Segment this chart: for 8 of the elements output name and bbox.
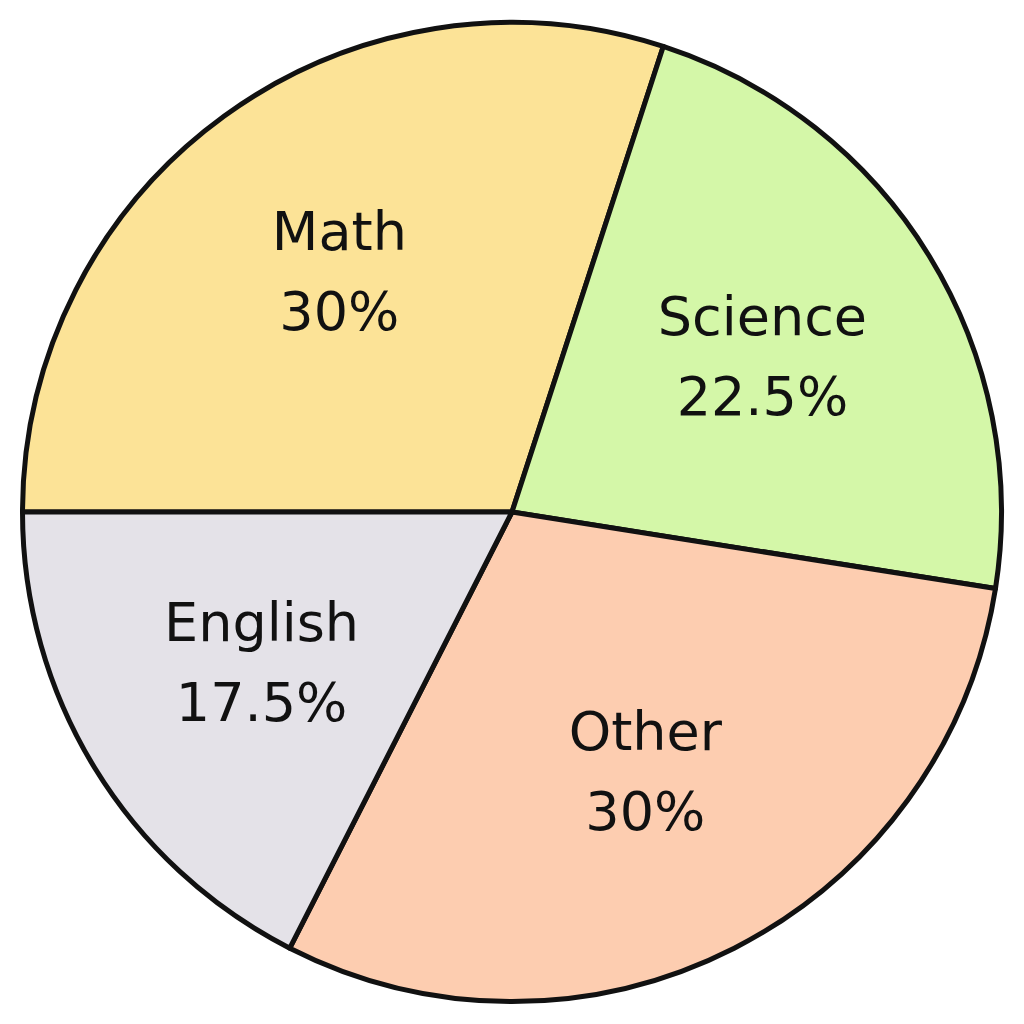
slice-label: Other: [568, 699, 723, 763]
slice-label: Science: [657, 284, 868, 348]
data-label: 17.5%: [175, 671, 348, 735]
data-label: 22.5%: [676, 364, 849, 428]
data-label: 30%: [279, 280, 400, 344]
slice-label: Math: [271, 200, 407, 264]
slice-label: English: [164, 591, 360, 655]
data-label: 30%: [585, 779, 706, 843]
